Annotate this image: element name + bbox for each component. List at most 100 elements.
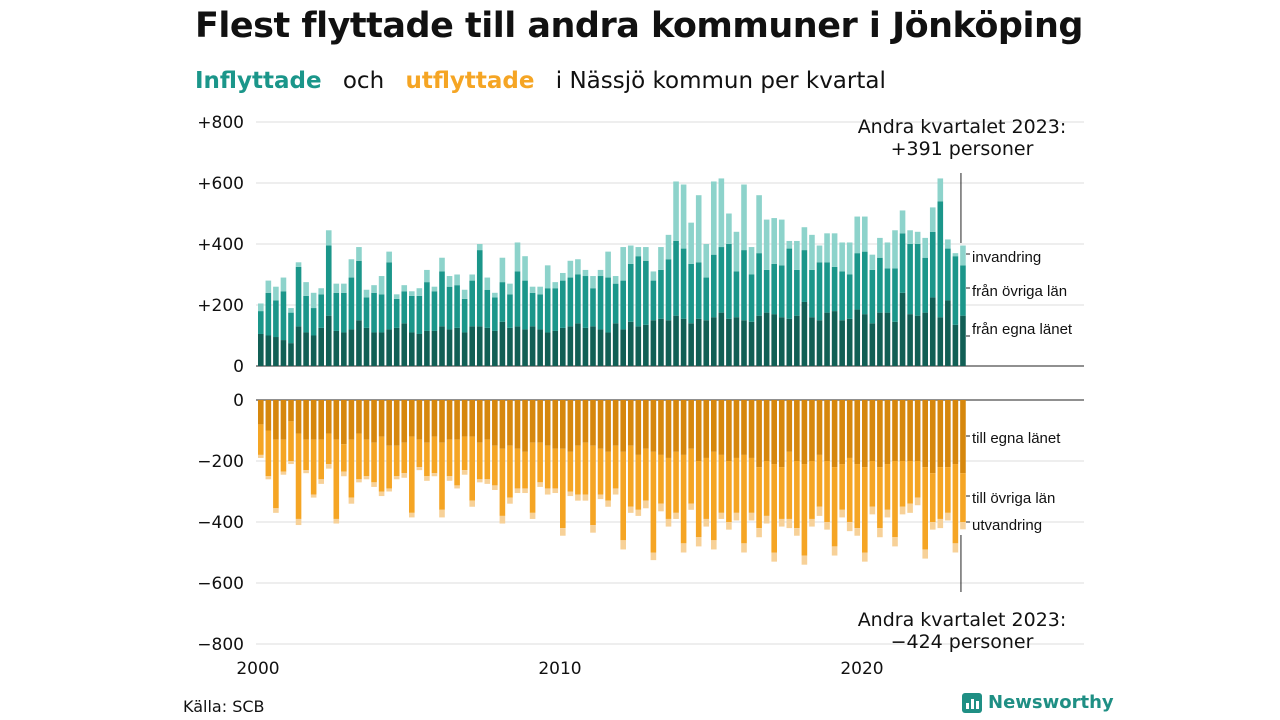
bar-out-0 bbox=[718, 400, 725, 455]
bar-in-2 bbox=[401, 285, 408, 292]
bar-in-1 bbox=[597, 276, 604, 330]
bar-in-0 bbox=[605, 332, 611, 366]
bar-out-2 bbox=[680, 543, 687, 553]
bar-out-0 bbox=[711, 400, 717, 452]
annotation-top-line2: +391 personer bbox=[891, 138, 1034, 160]
annotation-bottom-line1: Andra kvartalet 2023: bbox=[858, 609, 1067, 631]
bar-out-1 bbox=[575, 445, 581, 495]
bar-out-1 bbox=[295, 433, 302, 519]
bar-out-2 bbox=[348, 497, 355, 504]
bar-in-1 bbox=[620, 280, 626, 330]
bar-in-2 bbox=[258, 303, 264, 312]
bar-in-1 bbox=[846, 274, 853, 319]
bar-out-0 bbox=[273, 400, 279, 440]
bar-out-2 bbox=[567, 491, 574, 497]
bar-in-1 bbox=[431, 291, 438, 331]
bar-in-1 bbox=[869, 269, 876, 324]
gridlines bbox=[256, 121, 1084, 645]
brand-logo[interactable]: Newsworthy bbox=[962, 692, 1114, 713]
bar-in-2 bbox=[877, 237, 883, 258]
bar-out-1 bbox=[786, 451, 793, 519]
bar-in-2 bbox=[627, 245, 634, 264]
y-tick-label-bottom: 0 bbox=[233, 391, 244, 411]
bar-in-2 bbox=[862, 216, 868, 252]
bar-in-1 bbox=[763, 269, 770, 313]
bar-in-0 bbox=[280, 340, 287, 366]
bar-in-1 bbox=[386, 262, 392, 330]
bar-out-0 bbox=[960, 400, 966, 474]
bar-in-2 bbox=[560, 272, 566, 281]
bar-in-2 bbox=[711, 181, 717, 255]
bar-out-0 bbox=[597, 400, 604, 449]
bar-in-2 bbox=[499, 257, 506, 283]
bar-in-2 bbox=[816, 245, 823, 263]
bar-in-2 bbox=[786, 240, 793, 249]
bar-out-0 bbox=[748, 400, 755, 458]
bar-out-2 bbox=[665, 518, 672, 527]
bar-out-0 bbox=[544, 400, 551, 446]
bar-in-1 bbox=[695, 262, 702, 319]
bar-in-2 bbox=[265, 280, 272, 293]
bar-out-2 bbox=[582, 494, 589, 501]
bar-out-1 bbox=[514, 448, 521, 489]
bar-in-2 bbox=[673, 181, 679, 241]
bar-in-0 bbox=[877, 312, 883, 366]
bar-in-2 bbox=[492, 292, 498, 298]
bar-out-2 bbox=[378, 491, 385, 497]
bar-in-0 bbox=[665, 320, 672, 366]
bar-in-0 bbox=[695, 318, 702, 366]
bar-out-2 bbox=[393, 476, 400, 480]
bar-in-1 bbox=[318, 294, 324, 328]
bar-out-0 bbox=[703, 400, 710, 458]
bar-out-2 bbox=[597, 494, 604, 500]
bar-out-2 bbox=[733, 512, 740, 521]
bar-out-0 bbox=[439, 400, 445, 443]
bar-in-0 bbox=[522, 329, 528, 366]
bar-out-1 bbox=[386, 445, 392, 489]
bar-out-1 bbox=[567, 451, 574, 492]
bar-out-0 bbox=[665, 400, 672, 458]
bar-in-0 bbox=[560, 327, 566, 366]
bar-out-1 bbox=[831, 467, 838, 547]
bar-in-1 bbox=[718, 247, 725, 313]
bar-out-0 bbox=[809, 400, 815, 461]
bar-out-0 bbox=[839, 400, 845, 465]
bar-out-0 bbox=[726, 400, 732, 461]
bar-out-2 bbox=[778, 518, 785, 527]
bar-in-2 bbox=[461, 289, 468, 299]
bar-in-2 bbox=[733, 231, 740, 272]
bar-in-0 bbox=[914, 315, 921, 366]
bar-out-1 bbox=[356, 433, 362, 480]
bar-in-1 bbox=[741, 250, 747, 321]
newsworthy-icon bbox=[962, 692, 982, 713]
bar-out-2 bbox=[650, 552, 657, 561]
bar-in-2 bbox=[643, 247, 649, 261]
bar-out-0 bbox=[816, 400, 823, 455]
bar-out-2 bbox=[401, 473, 408, 478]
bar-out-0 bbox=[620, 400, 626, 452]
bar-out-2 bbox=[627, 506, 634, 513]
bar-out-1 bbox=[854, 464, 861, 529]
bar-in-0 bbox=[718, 312, 725, 366]
bar-out-2 bbox=[386, 488, 392, 492]
bar-in-1 bbox=[862, 251, 868, 315]
bar-in-1 bbox=[635, 256, 642, 327]
bar-in-1 bbox=[590, 288, 596, 327]
bar-in-1 bbox=[401, 291, 408, 324]
bar-out-1 bbox=[310, 439, 317, 495]
bar-out-0 bbox=[658, 400, 664, 455]
bar-out-0 bbox=[484, 400, 491, 440]
bar-out-1 bbox=[794, 461, 800, 529]
y-tick-label-top: +200 bbox=[197, 296, 244, 316]
bar-out-1 bbox=[892, 461, 898, 538]
bar-out-0 bbox=[492, 400, 498, 446]
bar-in-0 bbox=[318, 327, 324, 366]
bar-out-1 bbox=[658, 454, 664, 504]
bar-in-1 bbox=[295, 266, 302, 327]
bar-out-2 bbox=[537, 482, 543, 487]
bar-in-2 bbox=[801, 227, 808, 251]
bar-out-1 bbox=[280, 439, 287, 472]
bar-in-0 bbox=[499, 321, 506, 366]
bar-in-0 bbox=[303, 332, 309, 366]
bar-in-1 bbox=[529, 292, 536, 327]
